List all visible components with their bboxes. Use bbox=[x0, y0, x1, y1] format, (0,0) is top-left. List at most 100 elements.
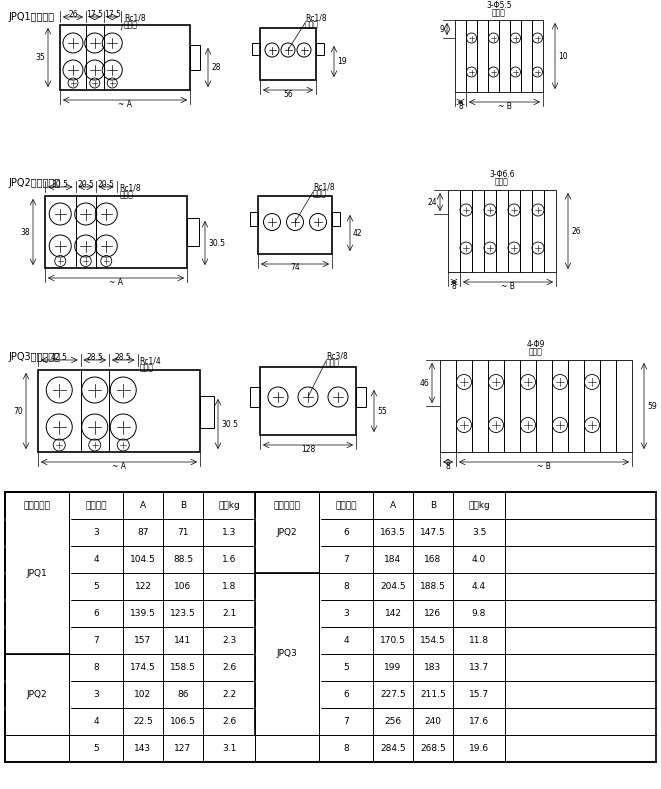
Text: 6: 6 bbox=[343, 528, 349, 537]
Text: 24: 24 bbox=[428, 197, 437, 207]
Text: 188.5: 188.5 bbox=[420, 582, 446, 591]
Bar bbox=[496, 190, 508, 272]
Text: 86: 86 bbox=[177, 690, 189, 699]
Bar bbox=[508, 190, 520, 272]
Text: 17.5: 17.5 bbox=[104, 9, 121, 18]
Bar bbox=[316, 43, 324, 55]
Bar bbox=[484, 190, 496, 272]
Bar bbox=[252, 43, 260, 55]
Text: Rc1/8: Rc1/8 bbox=[124, 13, 145, 22]
Text: 35: 35 bbox=[35, 53, 45, 62]
Text: 154.5: 154.5 bbox=[420, 636, 446, 645]
Text: 8: 8 bbox=[446, 462, 450, 470]
Bar bbox=[187, 218, 199, 246]
Bar bbox=[260, 28, 316, 80]
Text: 22.5: 22.5 bbox=[133, 717, 153, 726]
Text: 240: 240 bbox=[424, 717, 442, 726]
Text: 17.5: 17.5 bbox=[87, 9, 103, 18]
Text: 3: 3 bbox=[343, 609, 349, 618]
Text: 122: 122 bbox=[134, 582, 151, 591]
Text: 15.7: 15.7 bbox=[469, 690, 489, 699]
Text: 13.7: 13.7 bbox=[469, 663, 489, 672]
Text: ~ B: ~ B bbox=[537, 462, 551, 470]
Text: JPQ2: JPQ2 bbox=[26, 690, 48, 699]
Text: 进油口: 进油口 bbox=[326, 358, 340, 367]
Text: 2.6: 2.6 bbox=[222, 717, 236, 726]
Bar bbox=[258, 196, 332, 254]
Text: 17.6: 17.6 bbox=[469, 717, 489, 726]
Text: 4.0: 4.0 bbox=[472, 555, 486, 564]
Text: ~ A: ~ A bbox=[118, 99, 132, 109]
Text: 1.6: 1.6 bbox=[222, 555, 236, 564]
Text: 199: 199 bbox=[385, 663, 402, 672]
Text: 6: 6 bbox=[343, 690, 349, 699]
Text: 重量kg: 重量kg bbox=[218, 501, 240, 510]
Bar bbox=[45, 196, 187, 268]
Text: 7: 7 bbox=[343, 717, 349, 726]
Text: 8: 8 bbox=[458, 102, 463, 110]
Text: 183: 183 bbox=[424, 663, 442, 672]
Text: 19.6: 19.6 bbox=[469, 744, 489, 753]
Text: 211.5: 211.5 bbox=[420, 690, 446, 699]
Text: 104.5: 104.5 bbox=[130, 555, 156, 564]
Text: Rc1/8: Rc1/8 bbox=[305, 13, 327, 22]
Text: 进油口: 进油口 bbox=[313, 189, 327, 198]
Bar bbox=[544, 190, 556, 272]
Text: 中间片数: 中间片数 bbox=[335, 501, 357, 510]
Bar bbox=[250, 212, 258, 226]
Text: 出油口: 出油口 bbox=[139, 363, 153, 372]
Text: A: A bbox=[140, 501, 146, 510]
Text: 141: 141 bbox=[175, 636, 192, 645]
Text: JPQ2系列分配器: JPQ2系列分配器 bbox=[8, 178, 60, 188]
Text: Rc1/4: Rc1/4 bbox=[139, 356, 161, 365]
Bar bbox=[510, 20, 521, 92]
Bar bbox=[332, 212, 340, 226]
Text: 4: 4 bbox=[343, 636, 349, 645]
Text: 256: 256 bbox=[385, 717, 402, 726]
Text: 8: 8 bbox=[343, 582, 349, 591]
Bar bbox=[477, 20, 488, 92]
Text: B: B bbox=[430, 501, 436, 510]
Text: 6: 6 bbox=[93, 609, 99, 618]
Text: ~ B: ~ B bbox=[498, 102, 512, 110]
Text: 2.3: 2.3 bbox=[222, 636, 236, 645]
Text: 143: 143 bbox=[134, 744, 151, 753]
Text: 2.1: 2.1 bbox=[222, 609, 236, 618]
Bar bbox=[520, 360, 536, 452]
Text: 重量kg: 重量kg bbox=[468, 501, 490, 510]
Text: 55: 55 bbox=[377, 406, 387, 416]
Text: 227.5: 227.5 bbox=[380, 690, 406, 699]
Bar bbox=[455, 20, 466, 92]
Bar bbox=[356, 387, 366, 407]
Bar bbox=[520, 190, 532, 272]
Bar bbox=[440, 360, 456, 452]
Text: JPQ3: JPQ3 bbox=[276, 649, 297, 659]
Text: 30.5: 30.5 bbox=[52, 180, 69, 189]
Text: 123.5: 123.5 bbox=[170, 609, 196, 618]
Text: 3: 3 bbox=[93, 690, 99, 699]
Text: 59: 59 bbox=[647, 402, 657, 410]
Text: JPQ1型分配器: JPQ1型分配器 bbox=[8, 12, 54, 22]
Text: 102: 102 bbox=[134, 690, 151, 699]
Text: 9.8: 9.8 bbox=[472, 609, 486, 618]
Text: 30.5: 30.5 bbox=[221, 420, 238, 428]
Text: 87: 87 bbox=[137, 528, 149, 537]
Bar bbox=[472, 360, 488, 452]
Text: 10: 10 bbox=[558, 51, 568, 61]
Text: 46: 46 bbox=[419, 379, 429, 387]
Bar bbox=[466, 20, 477, 92]
Bar bbox=[60, 25, 190, 90]
Text: 42.5: 42.5 bbox=[51, 353, 67, 361]
Bar bbox=[488, 20, 499, 92]
Text: 88.5: 88.5 bbox=[173, 555, 193, 564]
Text: 8: 8 bbox=[451, 282, 456, 290]
Text: ~ A: ~ A bbox=[112, 462, 126, 470]
Text: 3.1: 3.1 bbox=[222, 744, 236, 753]
Text: 142: 142 bbox=[385, 609, 401, 618]
Text: Rc1/8: Rc1/8 bbox=[120, 183, 141, 192]
Text: 7: 7 bbox=[93, 636, 99, 645]
Text: 2.6: 2.6 bbox=[222, 663, 236, 672]
Text: ~ B: ~ B bbox=[501, 282, 515, 290]
Text: 2.2: 2.2 bbox=[222, 690, 236, 699]
Bar bbox=[456, 360, 472, 452]
